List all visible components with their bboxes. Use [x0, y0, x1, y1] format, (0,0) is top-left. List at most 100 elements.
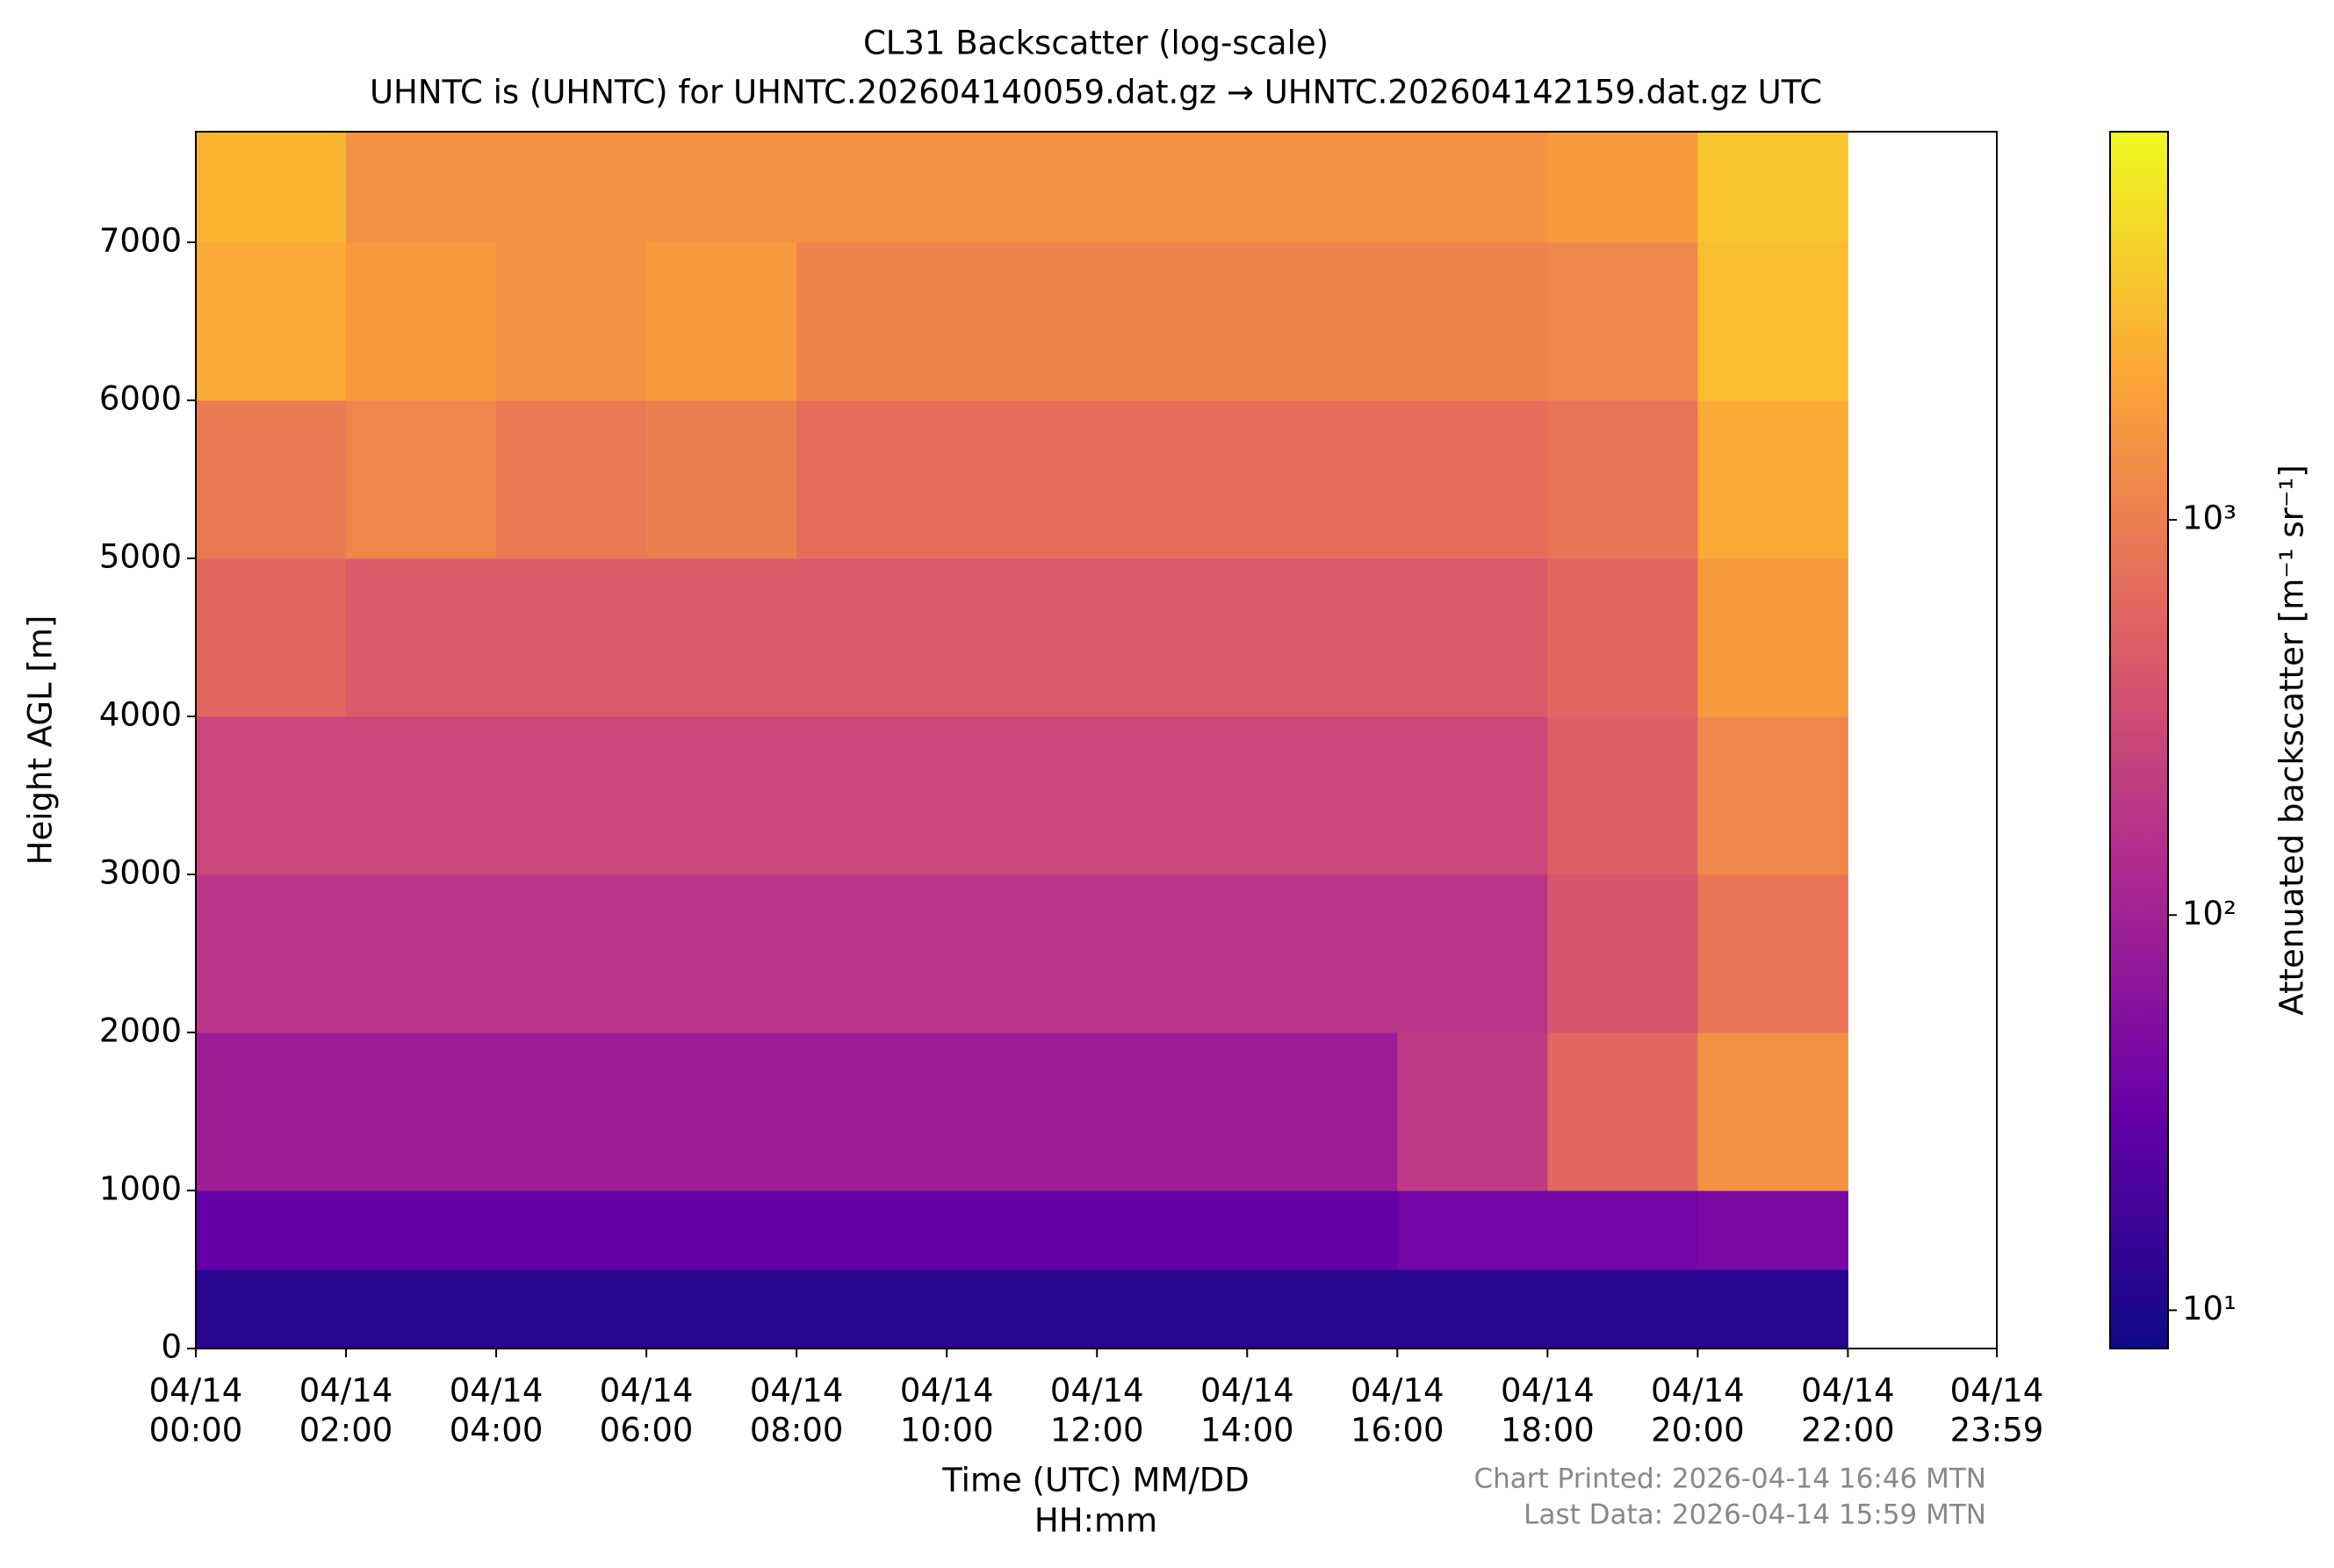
- heatmap-cell: [1247, 874, 1398, 1033]
- heatmap-cell: [1097, 716, 1248, 875]
- x-tick-label: 04:00: [450, 1412, 544, 1449]
- colorbar-tick-label: 10²: [2182, 895, 2237, 932]
- heatmap-cell: [196, 1190, 347, 1270]
- heatmap-cell: [947, 400, 1098, 559]
- heatmap-cell: [796, 132, 947, 243]
- heatmap-cell: [1097, 1190, 1248, 1270]
- heatmap-cell: [1397, 400, 1548, 559]
- heatmap-cell: [1547, 1270, 1698, 1349]
- footer-text: Chart Printed: 2026-04-14 16:46 MTN: [1474, 1464, 1986, 1495]
- heatmap-cell: [796, 874, 947, 1033]
- heatmap-cell: [1247, 1032, 1398, 1191]
- heatmap-cell: [1547, 874, 1698, 1033]
- heatmap-cell: [796, 400, 947, 559]
- x-tick-label: 04/14: [149, 1372, 243, 1410]
- heatmap-cell: [346, 400, 497, 559]
- x-axis-label: Time (UTC) MM/DD: [941, 1462, 1250, 1500]
- heatmap-cell: [346, 242, 497, 401]
- heatmap-cell: [1097, 1032, 1248, 1191]
- y-tick-label: 4000: [99, 696, 182, 734]
- heatmap-cell: [1397, 716, 1548, 875]
- x-tick-label: 02:00: [299, 1412, 393, 1449]
- x-tick-label: 04/14: [299, 1372, 393, 1410]
- heatmap-cell: [346, 1032, 497, 1191]
- y-tick-label: 7000: [99, 222, 182, 260]
- x-tick-label: 16:00: [1351, 1412, 1444, 1449]
- x-tick-label: 12:00: [1050, 1412, 1144, 1449]
- chart-subtitle: UHNTC is (UHNTC) for UHNTC.202604140059.…: [370, 74, 1822, 111]
- heatmap-cell: [646, 242, 797, 401]
- x-axis-label: HH:mm: [1034, 1502, 1157, 1540]
- heatmap-cell: [1547, 132, 1698, 243]
- heatmap-cell: [496, 400, 647, 559]
- heatmap-cell: [496, 874, 647, 1033]
- colorbar-tick-label: 10³: [2182, 500, 2237, 537]
- heatmap-cell: [196, 716, 347, 875]
- heatmap-cell: [1097, 132, 1248, 243]
- colorbar: [2109, 131, 2169, 1349]
- heatmap-cell: [496, 716, 647, 875]
- heatmap-cell: [1547, 1190, 1698, 1270]
- colorbar-tick-label: 10¹: [2182, 1290, 2237, 1327]
- x-tick-label: 04/14: [1950, 1372, 2044, 1410]
- y-tick-label: 5000: [99, 538, 182, 576]
- heatmap-cell: [1697, 1190, 1848, 1270]
- heatmap-cell: [646, 716, 797, 875]
- heatmap-cell: [1247, 558, 1398, 717]
- heatmap-cell: [1697, 558, 1848, 717]
- heatmap-cell: [1547, 716, 1698, 875]
- heatmap-cell: [646, 400, 797, 559]
- colorbar-label: Attenuated backscatter [m⁻¹ sr⁻¹]: [2273, 464, 2311, 1015]
- heatmap-cell: [196, 558, 347, 717]
- x-tick-label: 20:00: [1651, 1412, 1745, 1449]
- heatmap-cell: [346, 1190, 497, 1270]
- x-tick-label: 00:00: [149, 1412, 243, 1449]
- x-tick-label: 04/14: [1200, 1372, 1294, 1410]
- x-tick-label: 22:00: [1801, 1412, 1895, 1449]
- heatmap-cell: [346, 558, 497, 717]
- heatmap-cell: [1247, 400, 1398, 559]
- heatmap-cell: [1697, 1270, 1848, 1349]
- heatmap-cell: [646, 558, 797, 717]
- x-tick-label: 08:00: [750, 1412, 844, 1449]
- x-tick-label: 04/14: [600, 1372, 694, 1410]
- chart-title: CL31 Backscatter (log-scale): [863, 25, 1329, 62]
- heatmap-cell: [496, 242, 647, 401]
- heatmap-cell: [1397, 1032, 1548, 1191]
- heatmap-cell: [496, 1190, 647, 1270]
- heatmap-cell: [646, 1270, 797, 1349]
- footer-text: Last Data: 2026-04-14 15:59 MTN: [1524, 1500, 1986, 1531]
- heatmap-cell: [1547, 400, 1698, 559]
- heatmap-cell: [1097, 874, 1248, 1033]
- heatmap-cell: [1097, 558, 1248, 717]
- heatmap-cell: [496, 558, 647, 717]
- heatmap-cell: [1397, 558, 1548, 717]
- heatmap-cell: [947, 1190, 1098, 1270]
- heatmap-cell: [796, 716, 947, 875]
- heatmap-cell: [796, 558, 947, 717]
- heatmap-cell: [496, 1032, 647, 1191]
- y-tick-label: 0: [161, 1328, 182, 1366]
- x-tick-label: 14:00: [1200, 1412, 1294, 1449]
- y-tick-label: 3000: [99, 854, 182, 892]
- y-tick-label: 1000: [99, 1170, 182, 1208]
- heatmap-cell: [1397, 1190, 1548, 1270]
- heatmap-cell: [1697, 400, 1848, 559]
- heatmap-cell: [1547, 558, 1698, 717]
- heatmap-cell: [947, 1032, 1098, 1191]
- heatmap-cell: [796, 1190, 947, 1270]
- heatmap-cell: [947, 716, 1098, 875]
- x-tick-label: 04/14: [1501, 1372, 1595, 1410]
- heatmap-cell: [346, 716, 497, 875]
- x-tick-label: 10:00: [900, 1412, 994, 1449]
- heatmap-cell: [496, 132, 647, 243]
- heatmap-cell: [1697, 132, 1848, 243]
- heatmap-cell: [1697, 874, 1848, 1033]
- heatmap-cell: [646, 132, 797, 243]
- y-axis-label: Height AGL [m]: [22, 615, 60, 866]
- heatmap-cell: [346, 874, 497, 1033]
- heatmap-cell: [1697, 716, 1848, 875]
- heatmap-cell: [1097, 242, 1248, 401]
- heatmap-cell: [196, 242, 347, 401]
